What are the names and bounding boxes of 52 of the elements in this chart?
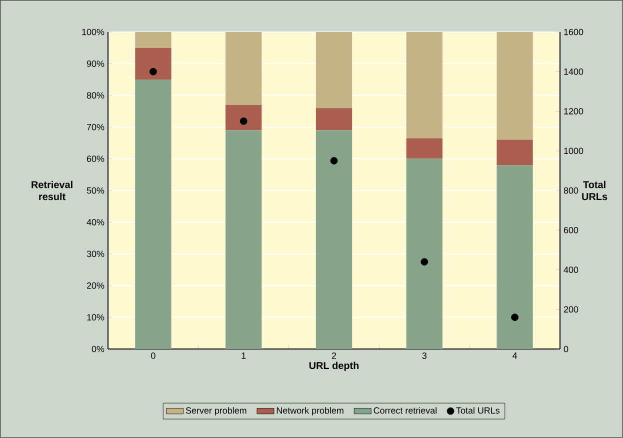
y-tick-label: 20%: [86, 282, 104, 289]
point: [330, 157, 338, 164]
bar: [496, 140, 533, 166]
y-tick-label: 30%: [86, 250, 104, 258]
bar: [135, 80, 172, 349]
y2-tick-label: 1400: [564, 68, 584, 75]
y2-tick-label: 200: [564, 306, 578, 313]
x-tick-label: 4: [512, 352, 518, 359]
x-tick-label: 0: [151, 352, 156, 359]
legend-label: Network problem: [276, 407, 344, 416]
bar: [226, 32, 262, 105]
bar: [496, 32, 533, 140]
y2-tick-label: 1000: [564, 148, 584, 154]
x-axis-title: URL depth: [309, 362, 359, 372]
y2-tick-label: 400: [564, 266, 578, 273]
y-tick-label: 40%: [86, 219, 104, 226]
y-tick-label: 60%: [86, 156, 104, 162]
bar: [226, 130, 262, 349]
y-tick-label: 50%: [86, 187, 104, 194]
y-tick-label: 80%: [86, 92, 104, 99]
y2-axis-title: Total URLs: [582, 180, 608, 200]
y-tick-label: 90%: [86, 60, 104, 67]
bar: [496, 165, 533, 349]
bar: [316, 130, 352, 349]
y2-tick-label: 1600: [564, 28, 584, 36]
bar: [316, 108, 352, 130]
bar: [406, 138, 442, 159]
legend-label: Total URLs: [456, 407, 500, 414]
point: [511, 314, 518, 321]
y-axis-title: Retrieval result: [32, 180, 72, 200]
legend-label: Correct retrieval: [374, 407, 436, 414]
x-tick-label: 2: [332, 352, 336, 359]
bar: [226, 104, 262, 130]
x-tick-label: 3: [422, 352, 426, 359]
x-tick-label: 1: [242, 352, 246, 359]
bar: [316, 32, 352, 108]
y-tick-label: 10%: [87, 314, 104, 320]
bar: [135, 32, 172, 48]
legend-label: Server problem: [186, 407, 246, 416]
y-tick-label: 0%: [92, 346, 104, 352]
bar: [406, 32, 442, 138]
point: [240, 117, 248, 125]
bar: [135, 48, 172, 80]
y2-tick-label: 800: [564, 187, 578, 194]
y-tick-label: 100%: [82, 28, 104, 36]
y2-tick-label: 600: [564, 226, 578, 234]
point: [150, 68, 157, 76]
y-tick-label: 70%: [86, 124, 104, 130]
point: [420, 258, 428, 266]
bar: [406, 158, 442, 349]
y2-tick-label: 1200: [564, 108, 584, 114]
y2-tick-label: 0: [564, 346, 568, 352]
